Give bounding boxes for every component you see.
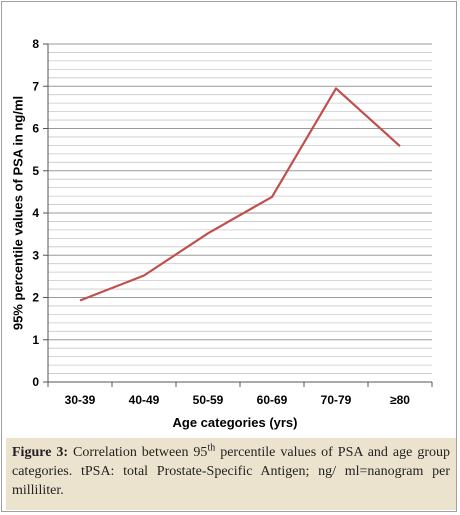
x-axis-title: Age categories (yrs) bbox=[173, 415, 298, 430]
caption-text-end: percentile values of PSA and age group c… bbox=[12, 445, 450, 498]
x-tick-label: 60-69 bbox=[257, 393, 288, 407]
caption-superscript: th bbox=[207, 442, 216, 454]
caption-text-start: Correlation between 95 bbox=[68, 445, 208, 460]
y-tick-label: 0 bbox=[32, 375, 39, 389]
y-tick-labels: 0 1 2 3 4 5 6 7 8 bbox=[32, 37, 39, 389]
y-tick-label: 1 bbox=[32, 333, 39, 347]
y-tick-label: 2 bbox=[32, 291, 39, 305]
y-axis-title: 95% percentile values of PSA in ng/ml bbox=[10, 96, 25, 330]
y-tick-label: 4 bbox=[32, 206, 39, 220]
y-tick-label: 5 bbox=[32, 164, 39, 178]
x-tick-labels: 30-39 40-49 50-59 60-69 70-79 ≥80 bbox=[65, 393, 411, 407]
y-tick-label: 6 bbox=[32, 122, 39, 136]
line-chart: 0 1 2 3 4 5 6 7 8 30-39 40-49 50-59 60-69 70-79 ≥80 9… bbox=[10, 37, 433, 430]
x-tick-label: 40-49 bbox=[129, 393, 160, 407]
x-tick-label: 30-39 bbox=[65, 393, 96, 407]
x-tick-label: 50-59 bbox=[193, 393, 224, 407]
x-tick-label: ≥80 bbox=[390, 393, 410, 407]
x-tick-label: 70-79 bbox=[321, 393, 352, 407]
caption-label: Figure 3: bbox=[12, 445, 69, 460]
series-lines bbox=[79, 87, 401, 302]
y-tick-label: 8 bbox=[32, 37, 39, 51]
y-tick-label: 7 bbox=[32, 79, 39, 93]
y-tick-label: 3 bbox=[32, 248, 39, 262]
axes bbox=[43, 43, 433, 387]
series-line bbox=[79, 87, 401, 302]
gridlines bbox=[48, 43, 432, 374]
figure-caption: Figure 3: Correlation between 95th perce… bbox=[6, 438, 456, 510]
